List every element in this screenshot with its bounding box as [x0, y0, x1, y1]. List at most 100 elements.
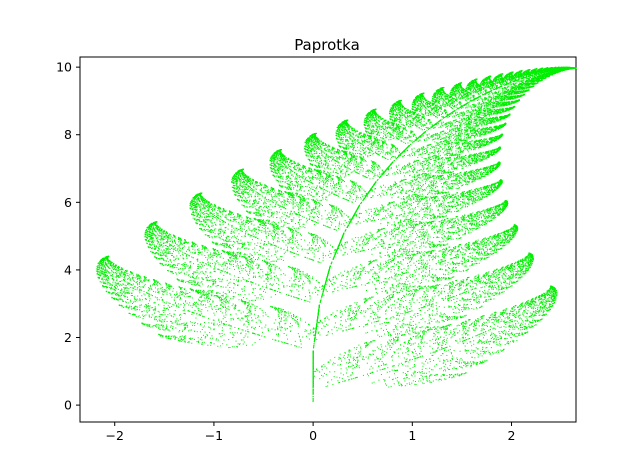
scatter-point [500, 81, 502, 83]
scatter-point [316, 193, 318, 195]
scatter-point [445, 318, 447, 320]
scatter-point [129, 292, 131, 294]
scatter-point [193, 312, 195, 314]
scatter-point [271, 243, 273, 245]
scatter-point [182, 268, 184, 270]
scatter-point [430, 250, 432, 252]
scatter-point [422, 299, 424, 301]
scatter-point [139, 292, 141, 294]
scatter-point [374, 113, 376, 115]
scatter-point [365, 345, 367, 347]
scatter-point [532, 259, 534, 261]
scatter-point [359, 132, 361, 134]
scatter-point [298, 298, 300, 300]
scatter-point [444, 350, 446, 352]
scatter-point [443, 373, 445, 375]
scatter-point [354, 200, 356, 202]
scatter-point [482, 221, 484, 223]
scatter-point [303, 165, 305, 167]
scatter-point [433, 111, 435, 113]
scatter-point [450, 282, 452, 284]
scatter-point [453, 201, 455, 203]
scatter-point [280, 273, 282, 275]
scatter-point [246, 189, 248, 191]
scatter-point [336, 207, 337, 209]
scatter-point [476, 130, 478, 132]
scatter-point [310, 143, 312, 145]
scatter-point [355, 158, 357, 160]
scatter-point [482, 350, 484, 352]
scatter-point [428, 233, 430, 235]
scatter-point [460, 220, 462, 222]
scatter-point [482, 119, 484, 121]
scatter-point [228, 239, 230, 241]
scatter-point [408, 275, 410, 277]
scatter-point [381, 140, 383, 142]
scatter-point [316, 156, 318, 158]
scatter-point [545, 297, 547, 299]
scatter-point [252, 265, 254, 267]
scatter-point [469, 198, 471, 200]
scatter-point [443, 150, 445, 152]
scatter-point [470, 177, 472, 179]
scatter-point [440, 146, 442, 148]
scatter-point [355, 310, 357, 312]
scatter-point [183, 288, 185, 290]
scatter-point [486, 153, 488, 155]
scatter-point [430, 305, 432, 307]
scatter-point [449, 316, 451, 318]
scatter-point [395, 184, 397, 186]
scatter-point [476, 144, 478, 146]
scatter-point [365, 154, 367, 156]
scatter-point [467, 255, 469, 257]
scatter-point [506, 205, 508, 207]
scatter-point [147, 240, 149, 242]
scatter-point [370, 210, 372, 212]
scatter-point [153, 290, 155, 292]
scatter-point [220, 271, 222, 273]
scatter-point [485, 76, 487, 78]
scatter-point [363, 239, 365, 241]
scatter-point [388, 186, 390, 188]
scatter-point [301, 198, 303, 200]
scatter-point [355, 162, 357, 164]
scatter-point [219, 293, 221, 295]
scatter-point [411, 274, 413, 276]
scatter-point [342, 173, 344, 175]
scatter-point [414, 291, 416, 293]
scatter-point [445, 347, 447, 349]
scatter-point [546, 73, 548, 75]
scatter-point [200, 338, 202, 340]
scatter-point [178, 252, 180, 254]
scatter-point [256, 252, 258, 254]
scatter-point [409, 257, 411, 259]
scatter-point [488, 93, 490, 95]
scatter-point [341, 165, 343, 167]
scatter-point [484, 130, 486, 132]
scatter-point [430, 182, 432, 184]
scatter-point [333, 187, 335, 189]
scatter-point [315, 205, 317, 207]
scatter-point [196, 218, 198, 220]
scatter-point [424, 99, 426, 101]
scatter-point [237, 195, 239, 197]
scatter-point [434, 167, 436, 169]
scatter-point [376, 209, 378, 211]
scatter-point [374, 237, 376, 239]
scatter-point [467, 132, 469, 134]
scatter-point [477, 278, 479, 280]
scatter-point [393, 172, 395, 174]
scatter-point [431, 303, 433, 305]
scatter-point [403, 288, 405, 290]
scatter-point [412, 135, 414, 137]
scatter-point [551, 295, 553, 297]
scatter-point [293, 296, 294, 298]
scatter-point [368, 237, 370, 239]
scatter-point [199, 211, 201, 213]
scatter-point [417, 337, 419, 339]
scatter-point [327, 172, 329, 174]
scatter-point [465, 156, 467, 158]
scatter-point [219, 230, 221, 232]
scatter-point [474, 88, 476, 90]
scatter-point [457, 324, 459, 326]
